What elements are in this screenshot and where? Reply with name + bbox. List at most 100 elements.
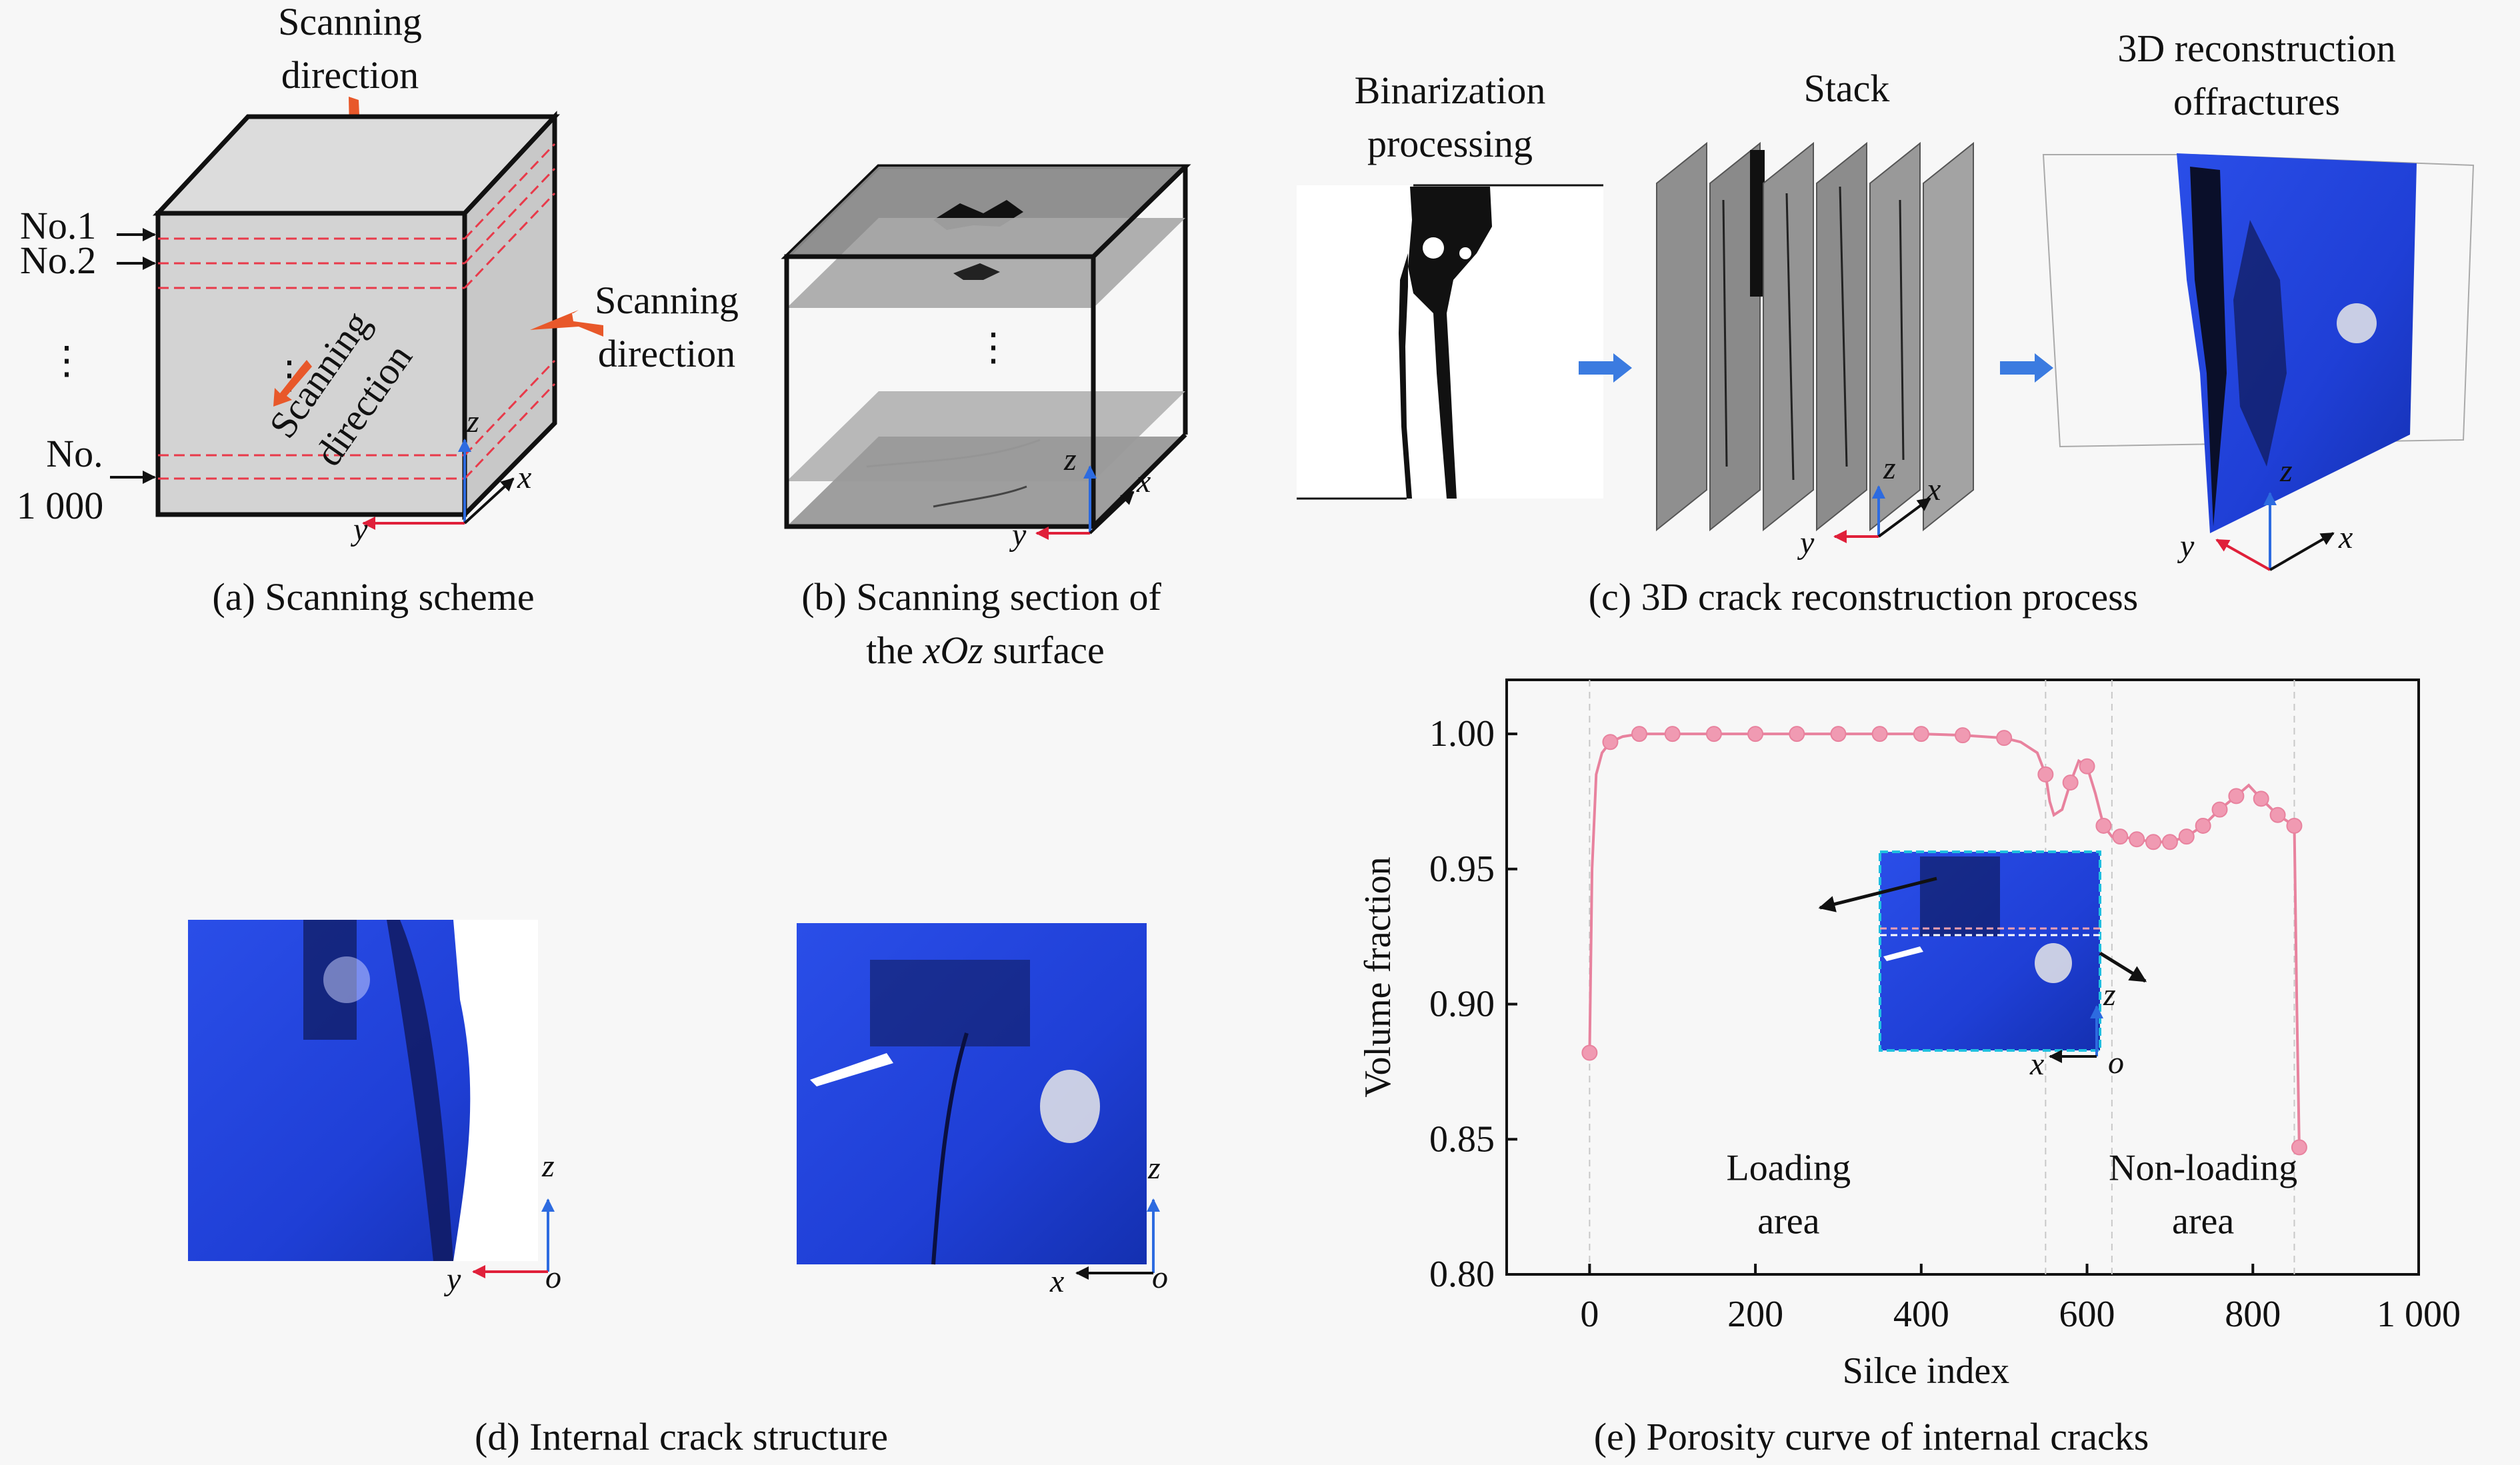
svg-text:z: z [1063,442,1077,477]
data-point [1996,730,2013,746]
svg-text:1 000: 1 000 [17,484,104,527]
area-annotation: Non-loading [2109,1148,2297,1189]
scan-top-label: Scanning direction [278,0,422,97]
data-point [2286,817,2303,834]
svg-text:direction: direction [281,53,419,97]
slice-no2-label: No.2 [20,239,96,282]
crack-image-left [188,920,538,1261]
crack-image-right [797,923,1147,1265]
data-point [1789,726,1805,742]
svg-text:Scanning: Scanning [595,279,739,322]
x-tick-label: 400 [1893,1294,1949,1335]
svg-text:processing: processing [1367,122,1533,165]
data-point [2079,758,2095,774]
caption-c: (c) 3D crack reconstruction process [1589,575,2139,619]
data-point [1664,726,1681,742]
svg-text:y: y [1797,525,1815,561]
data-point [2062,774,2079,791]
y-tick-label: 1.00 [1429,713,1495,754]
data-point [1913,726,1929,742]
x-axis-label: Silce index [1843,1350,2009,1392]
y-axis-label: Volume fraction [1357,856,1399,1097]
caption-b: (b) Scanning section of the xOz surface [801,575,1161,672]
svg-text:offractures: offractures [2173,80,2340,123]
y-tick-label: 0.95 [1429,848,1495,890]
data-point [1955,727,1971,744]
svg-text:x: x [1049,1264,1064,1299]
data-point [2037,766,2054,782]
svg-text:y: y [2177,529,2195,564]
data-point [1602,734,1619,750]
reconstruction-3d [2042,153,2475,533]
svg-text:direction: direction [598,332,735,375]
data-point [2291,1139,2307,1156]
data-point [1747,726,1764,742]
area-annotation: area [2172,1201,2234,1242]
svg-text:the xOz surface: the xOz surface [866,629,1105,672]
inset-image [1879,850,2101,1052]
svg-text:Scanning: Scanning [278,0,422,43]
stacked-slices [1656,141,1974,532]
panel-e: 0 200 400 600 800 1 000 0.80 0.85 0.90 0.95 1.00 Si… [1357,679,2461,1458]
data-point [2228,788,2245,804]
panel-a: Scanning direction ⋮ [17,0,739,619]
svg-text:x: x [517,460,531,495]
section-dots: ⋮ [974,325,1013,369]
caption-d: (d) Internal crack structure [475,1415,888,1458]
svg-text:o: o [545,1260,561,1295]
y-tick-label: 0.80 [1429,1254,1495,1295]
arrow-c1 [1579,353,1632,383]
svg-text:x: x [1926,472,1941,507]
svg-text:o: o [2108,1045,2124,1080]
axes-c-stack: z x y [1797,451,1941,561]
inset-axes: z x o [2029,977,2124,1082]
caption-a: (a) Scanning scheme [212,575,534,619]
axes-b: z x y [1009,442,1151,553]
data-point [2211,801,2228,818]
svg-text:z: z [541,1148,555,1184]
caption-e: (e) Porosity curve of internal cracks [1594,1415,2149,1458]
panel-d: z y o z x o (d) Internal crack structure [188,920,1168,1458]
area-annotation: Loading [1727,1148,1851,1189]
svg-text:z: z [1147,1150,1161,1186]
axes-d-right: z x o [1049,1150,1168,1299]
data-point [2178,828,2195,845]
svg-text:x: x [1136,464,1151,499]
svg-text:x: x [2029,1046,2044,1082]
inset-arrow-left [1818,876,1937,912]
data-point [2129,831,2145,848]
slice-dots: ⋮ [47,339,86,382]
slice-last-label: No. 1 000 [17,432,104,527]
axes-d-left: z y o [443,1148,561,1297]
scan-front-arrow [273,360,312,407]
y-tick-label: 0.85 [1429,1118,1495,1160]
svg-text:x: x [2338,520,2353,555]
data-point [2269,806,2286,823]
svg-text:Binarization: Binarization [1355,69,1546,112]
svg-text:No.: No. [46,432,103,475]
svg-text:3D reconstruction: 3D reconstruction [2117,27,2395,70]
svg-text:z: z [1883,451,1896,486]
data-point [1830,726,1847,742]
y-tick-label: 0.90 [1429,984,1495,1025]
area-annotation: area [1757,1201,1819,1242]
slice-stack [787,167,1185,527]
recon-label: 3D reconstruction offractures [2117,27,2395,123]
svg-text:z: z [2279,453,2293,489]
svg-text:y: y [350,512,368,547]
panel-c: Binarization processing Stack [1297,27,2475,619]
data-point [1631,726,1647,742]
data-point [2161,834,2178,850]
svg-text:y: y [443,1262,461,1297]
data-point [1581,1044,1598,1061]
data-point [2112,828,2129,845]
scan-right-arrow [530,310,603,337]
arrow-c2 [2000,353,2053,383]
svg-text:z: z [2103,977,2116,1012]
data-point [1871,726,1888,742]
axes-c-recon: z x y [2177,453,2353,571]
axes-a: z x y [350,404,531,547]
binary-image [1297,184,1603,500]
x-tick-label: 200 [1727,1294,1783,1335]
